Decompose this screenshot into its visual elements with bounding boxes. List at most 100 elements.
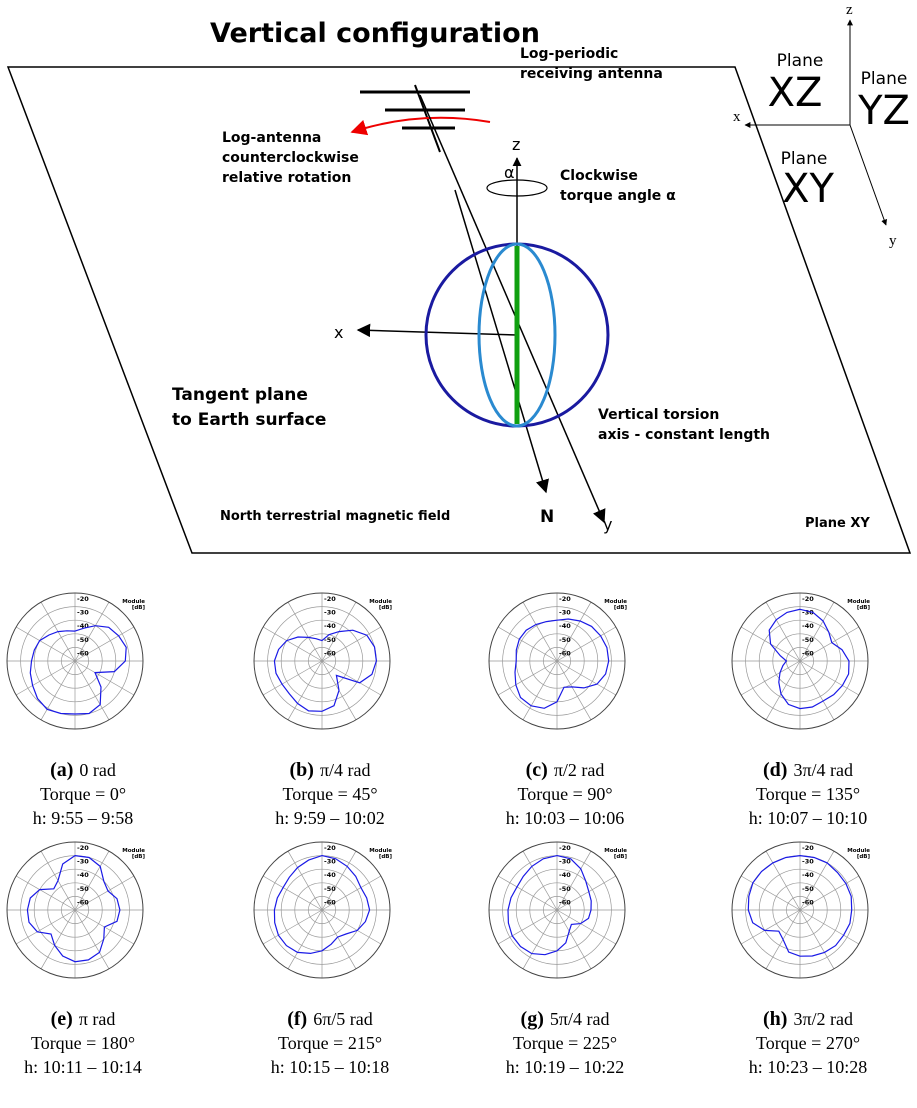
caption-hours: h: 10:19 – 10:22 [506,1057,625,1077]
grid-ring [488,592,626,730]
axis-label: Module [122,599,145,605]
x-axis [356,323,518,338]
r-tick-label: -30 [559,858,571,866]
r-tick-label: -40 [802,622,814,630]
label: North terrestrial magnetic field [220,509,450,524]
r-tick-label: -60 [802,649,814,657]
spoke [765,660,801,721]
caption-letter: (h) [763,1008,787,1030]
meridian [477,242,557,428]
r-tick-label: -40 [324,871,336,879]
r-tick-label: -40 [324,622,336,630]
pattern-line [514,618,610,709]
caption-hours: h: 10:03 – 10:06 [506,808,625,828]
r-tick-label: -40 [559,622,571,630]
caption-torque: Torque = 0° [40,784,126,804]
grid-ring [33,619,117,703]
pattern-line [26,854,121,963]
grid-ring [47,633,103,689]
spoke [40,660,76,721]
label: x [334,323,343,342]
grid-ring [20,606,130,716]
caption-line: (c) π/2 rad [526,759,605,781]
r-tick-label: -30 [802,609,814,617]
spoke [15,909,76,945]
spoke [287,660,323,721]
label: Vertical torsion [598,407,719,423]
r-tick-label: -50 [802,636,814,644]
caption-hours: h: 10:07 – 10:10 [749,808,868,828]
r-tick-label: -20 [802,595,814,603]
spoke [556,909,592,970]
grid-ring [745,606,855,716]
spoke [74,660,135,696]
axis-label: Module [369,848,392,854]
spoke [497,909,558,945]
axis-unit: [dB] [379,854,393,860]
spoke [321,909,382,945]
rotation-arrow [350,116,491,136]
label: N [540,507,554,527]
spoke [74,660,110,721]
spoke [262,626,323,662]
caption-torque: Torque = 225° [513,1033,617,1053]
caption-line: (a) 0 rad [50,759,116,781]
spoke [556,850,592,911]
caption-line: (e) π rad [51,1008,116,1030]
polar-chart: -20 -30 -40 -50 -60 Module[dB] (b) π/4 rad Torqu… [253,592,393,828]
axis-unit: [dB] [857,854,871,860]
spoke [321,875,382,911]
label: α [504,163,515,182]
axis-unit: [dB] [132,605,146,611]
spoke [740,660,801,696]
caption-line: (b) π/4 rad [289,759,370,781]
label: y [889,233,897,249]
caption-angle: 0 rad [79,760,115,780]
grid-ring [253,592,391,730]
axis-label: Module [369,599,392,605]
axis-unit: [dB] [132,854,146,860]
grid-ring [6,841,144,979]
grid-ring [529,633,585,689]
caption-hours: h: 10:11 – 10:14 [24,1057,142,1077]
polar-chart: -20 -30 -40 -50 -60 Module[dB] (a) 0 rad Torque … [6,592,146,828]
spoke [15,875,76,911]
polar-chart: -20 -30 -40 -50 -60 Module[dB] (c) π/2 rad Torqu… [488,592,627,828]
axis-unit: [dB] [379,605,393,611]
caption-line: (f) 6π/5 rad [287,1008,373,1030]
caption-letter: (a) [50,759,73,781]
caption-angle: 3π/2 rad [793,1009,853,1029]
polar-chart: -20 -30 -40 -50 -60 Module[dB] (g) 5π/4 rad Torq… [488,841,628,1077]
r-tick-label: -20 [77,844,89,852]
grid-ring [280,619,364,703]
r-tick-label: -30 [324,858,336,866]
r-tick-label: -30 [77,858,89,866]
spoke [15,626,76,662]
inset: z x y Plane XZ Plane YZ Plane XY [733,2,910,249]
r-tick-label: -40 [77,871,89,879]
spoke [74,601,110,662]
caption-torque: Torque = 215° [278,1033,382,1053]
spoke [74,875,135,911]
label: torque angle α [560,188,676,204]
axis-label: Module [604,599,627,605]
label: counterclockwise [222,150,359,166]
spoke [799,626,860,662]
grid-ring [294,882,350,938]
r-tick-label: -20 [324,595,336,603]
r-tick-label: -60 [77,898,89,906]
caption-angle: π/4 rad [320,760,371,780]
spoke [321,909,357,970]
spoke [556,909,617,945]
spoke [74,626,135,662]
label: z [512,135,520,154]
north-axis [454,189,549,494]
axis-unit: [dB] [614,854,628,860]
grid-ring [772,633,828,689]
grid-ring [758,868,842,952]
grid-ring [308,896,336,924]
spoke [287,909,323,970]
label: z [846,2,853,18]
r-tick-label: -50 [324,636,336,644]
r-tick-label: -30 [77,609,89,617]
